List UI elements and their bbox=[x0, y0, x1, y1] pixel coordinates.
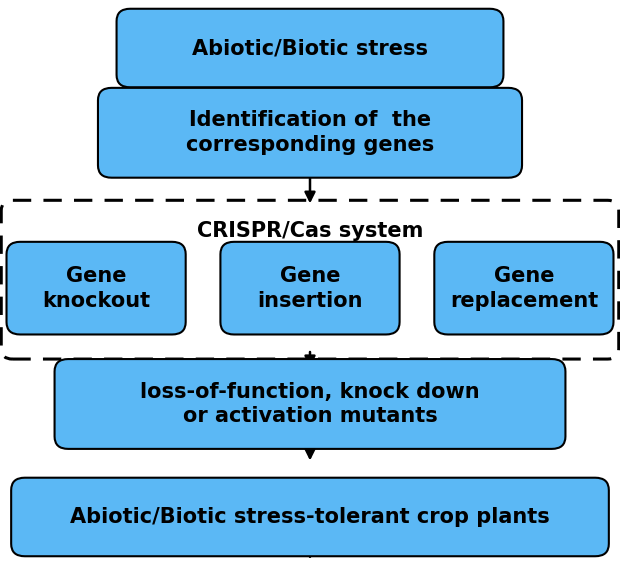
FancyBboxPatch shape bbox=[7, 242, 186, 334]
FancyBboxPatch shape bbox=[221, 242, 399, 334]
Text: Abiotic/Biotic stress-tolerant crop plants: Abiotic/Biotic stress-tolerant crop plan… bbox=[70, 507, 550, 527]
FancyBboxPatch shape bbox=[11, 477, 609, 556]
FancyBboxPatch shape bbox=[1, 201, 619, 359]
Text: Abiotic/Biotic stress: Abiotic/Biotic stress bbox=[192, 38, 428, 58]
Text: Gene
replacement: Gene replacement bbox=[450, 266, 598, 311]
Text: CRISPR/Cas system: CRISPR/Cas system bbox=[197, 221, 423, 241]
Text: loss-of-function, knock down
or activation mutants: loss-of-function, knock down or activati… bbox=[140, 381, 480, 427]
FancyBboxPatch shape bbox=[98, 88, 522, 177]
Text: Identification of  the
corresponding genes: Identification of the corresponding gene… bbox=[186, 110, 434, 155]
FancyBboxPatch shape bbox=[434, 242, 613, 334]
FancyBboxPatch shape bbox=[117, 8, 503, 87]
Text: Gene
knockout: Gene knockout bbox=[42, 266, 150, 311]
Text: Gene
insertion: Gene insertion bbox=[257, 266, 363, 311]
FancyBboxPatch shape bbox=[55, 359, 565, 449]
